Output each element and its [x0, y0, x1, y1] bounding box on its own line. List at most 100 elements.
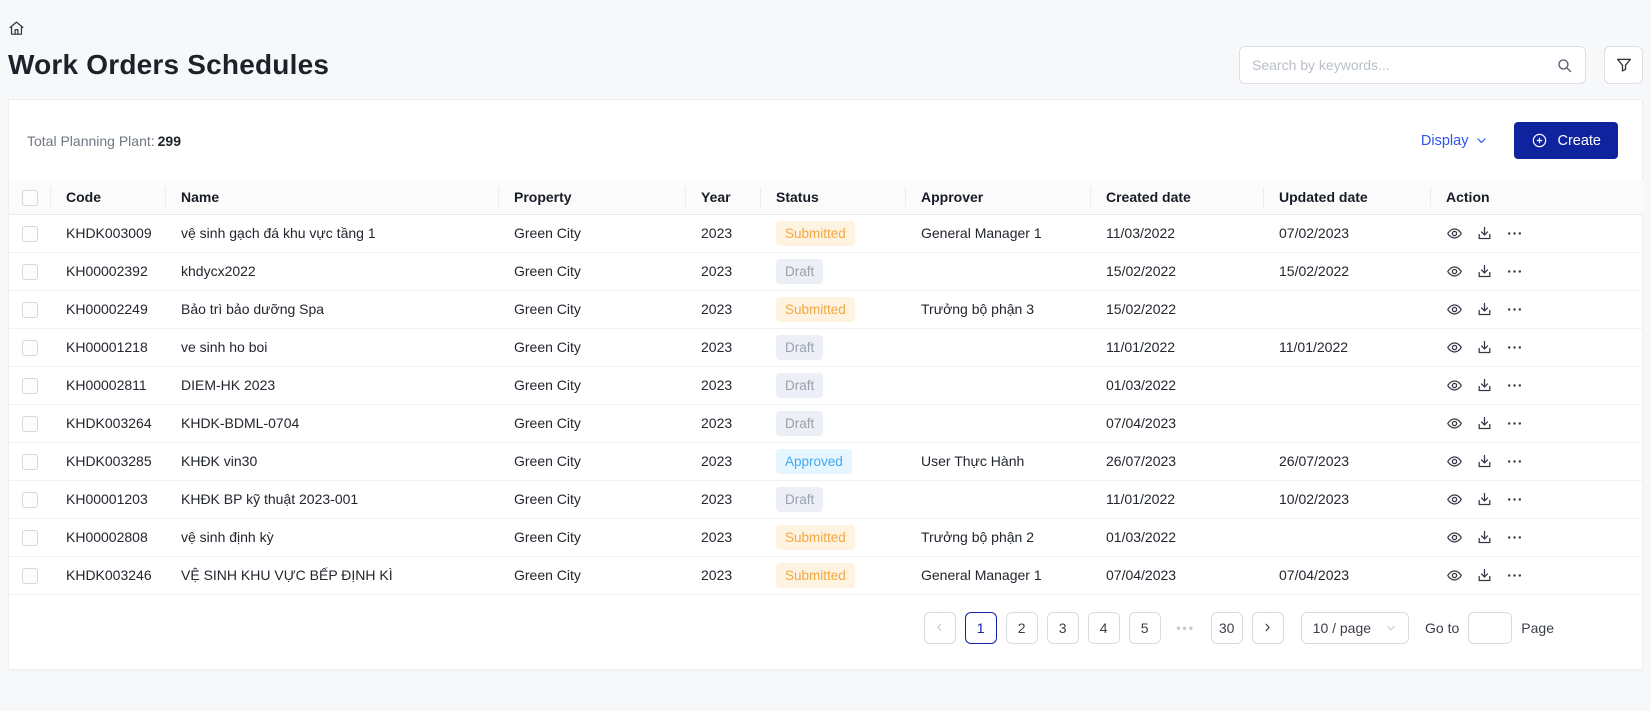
row-checkbox[interactable] — [22, 301, 38, 318]
page-size-select[interactable]: 10 / page — [1300, 611, 1410, 644]
row-checkbox[interactable] — [22, 529, 38, 546]
status-badge: Submitted — [776, 524, 855, 550]
filter-icon — [1615, 56, 1633, 74]
table-row: KH00002808 vệ sinh định kỳ Green City 2023 S… — [9, 518, 1644, 557]
download-icon[interactable] — [1476, 377, 1493, 394]
view-icon[interactable] — [1446, 339, 1463, 356]
view-icon[interactable] — [1446, 377, 1463, 394]
download-icon[interactable] — [1476, 415, 1493, 432]
pagination-page-2[interactable]: 2 — [1005, 611, 1038, 644]
pagination-page-4[interactable]: 4 — [1087, 611, 1120, 644]
more-icon[interactable] — [1506, 377, 1523, 394]
search-input[interactable] — [1252, 57, 1556, 73]
cell-property: Green City — [499, 252, 686, 291]
download-icon[interactable] — [1476, 567, 1493, 584]
pagination-page-3[interactable]: 3 — [1046, 611, 1079, 644]
cell-code: KH00002811 — [51, 366, 166, 405]
chevron-down-icon — [1475, 134, 1488, 147]
row-actions — [1446, 263, 1629, 280]
cell-name: KHDK-BDML-0704 — [166, 404, 499, 443]
cell-approver — [906, 252, 1091, 291]
row-checkbox[interactable] — [22, 377, 38, 394]
view-icon[interactable] — [1446, 491, 1463, 508]
more-icon[interactable] — [1506, 263, 1523, 280]
view-icon[interactable] — [1446, 225, 1463, 242]
more-icon[interactable] — [1506, 339, 1523, 356]
row-actions — [1446, 339, 1629, 356]
more-icon[interactable] — [1506, 453, 1523, 470]
pagination-page-5[interactable]: 5 — [1128, 611, 1161, 644]
cell-property: Green City — [499, 556, 686, 595]
row-checkbox[interactable] — [22, 415, 38, 432]
more-icon[interactable] — [1506, 567, 1523, 584]
display-dropdown[interactable]: Display — [1421, 133, 1489, 149]
cell-property: Green City — [499, 366, 686, 405]
cell-property: Green City — [499, 290, 686, 329]
more-icon[interactable] — [1506, 225, 1523, 242]
view-icon[interactable] — [1446, 529, 1463, 546]
search-icon[interactable] — [1556, 57, 1573, 74]
row-actions — [1446, 529, 1629, 546]
cell-created-date: 15/02/2022 — [1091, 290, 1264, 329]
cell-updated-date — [1264, 404, 1431, 443]
cell-updated-date: 07/02/2023 — [1264, 214, 1431, 253]
cell-code: KH00002808 — [51, 518, 166, 557]
cell-code: KH00002392 — [51, 252, 166, 291]
view-icon[interactable] — [1446, 301, 1463, 318]
row-actions — [1446, 415, 1629, 432]
total-value: 299 — [157, 132, 181, 149]
row-checkbox[interactable] — [22, 225, 38, 242]
download-icon[interactable] — [1476, 491, 1493, 508]
more-icon[interactable] — [1506, 301, 1523, 318]
row-checkbox[interactable] — [22, 453, 38, 470]
cell-name: vệ sinh định kỳ — [166, 518, 499, 557]
cell-name: KHĐK vin30 — [166, 442, 499, 481]
table-row: KHDK003246 VỆ SINH KHU VỰC BẾP ĐỊNH KÌ Gre… — [9, 556, 1644, 595]
pagination-page-1[interactable]: 1 — [964, 611, 997, 644]
card-toolbar: Total Planning Plant: 299 Display Create — [9, 100, 1642, 181]
column-header-property: Property — [499, 181, 686, 215]
cell-code: KHDK003264 — [51, 404, 166, 443]
cell-code: KHDK003246 — [51, 556, 166, 595]
pagination-next-button[interactable] — [1251, 611, 1284, 644]
view-icon[interactable] — [1446, 567, 1463, 584]
download-icon[interactable] — [1476, 339, 1493, 356]
row-checkbox[interactable] — [22, 567, 38, 584]
cell-created-date: 11/03/2022 — [1091, 214, 1264, 253]
download-icon[interactable] — [1476, 263, 1493, 280]
row-checkbox[interactable] — [22, 263, 38, 280]
breadcrumb — [8, 0, 1643, 38]
cell-name: ve sinh ho boi — [166, 328, 499, 367]
download-icon[interactable] — [1476, 529, 1493, 546]
cell-property: Green City — [499, 480, 686, 519]
goto-page-input[interactable] — [1468, 611, 1513, 644]
home-icon[interactable] — [8, 20, 25, 37]
download-icon[interactable] — [1476, 453, 1493, 470]
select-all-checkbox[interactable] — [22, 189, 38, 206]
more-icon[interactable] — [1506, 491, 1523, 508]
download-icon[interactable] — [1476, 225, 1493, 242]
download-icon[interactable] — [1476, 301, 1493, 318]
create-button[interactable]: Create — [1514, 122, 1618, 159]
more-icon[interactable] — [1506, 529, 1523, 546]
cell-created-date: 07/04/2023 — [1091, 404, 1264, 443]
view-icon[interactable] — [1446, 415, 1463, 432]
more-icon[interactable] — [1506, 415, 1523, 432]
view-icon[interactable] — [1446, 263, 1463, 280]
column-header-code: Code — [51, 181, 166, 215]
plus-circle-icon — [1531, 132, 1548, 149]
row-checkbox[interactable] — [22, 491, 38, 508]
filter-button[interactable] — [1604, 46, 1643, 84]
row-checkbox[interactable] — [22, 339, 38, 356]
cell-updated-date: 07/04/2023 — [1264, 556, 1431, 595]
column-header-year: Year — [686, 181, 761, 215]
pagination-page-30[interactable]: 30 — [1210, 611, 1243, 644]
status-badge: Draft — [776, 410, 824, 436]
view-icon[interactable] — [1446, 453, 1463, 470]
pagination-prev-button[interactable] — [923, 611, 956, 644]
cell-property: Green City — [499, 518, 686, 557]
row-actions — [1446, 301, 1629, 318]
search-box — [1239, 46, 1586, 84]
cell-created-date: 01/03/2022 — [1091, 518, 1264, 557]
cell-updated-date: 26/07/2023 — [1264, 442, 1431, 481]
